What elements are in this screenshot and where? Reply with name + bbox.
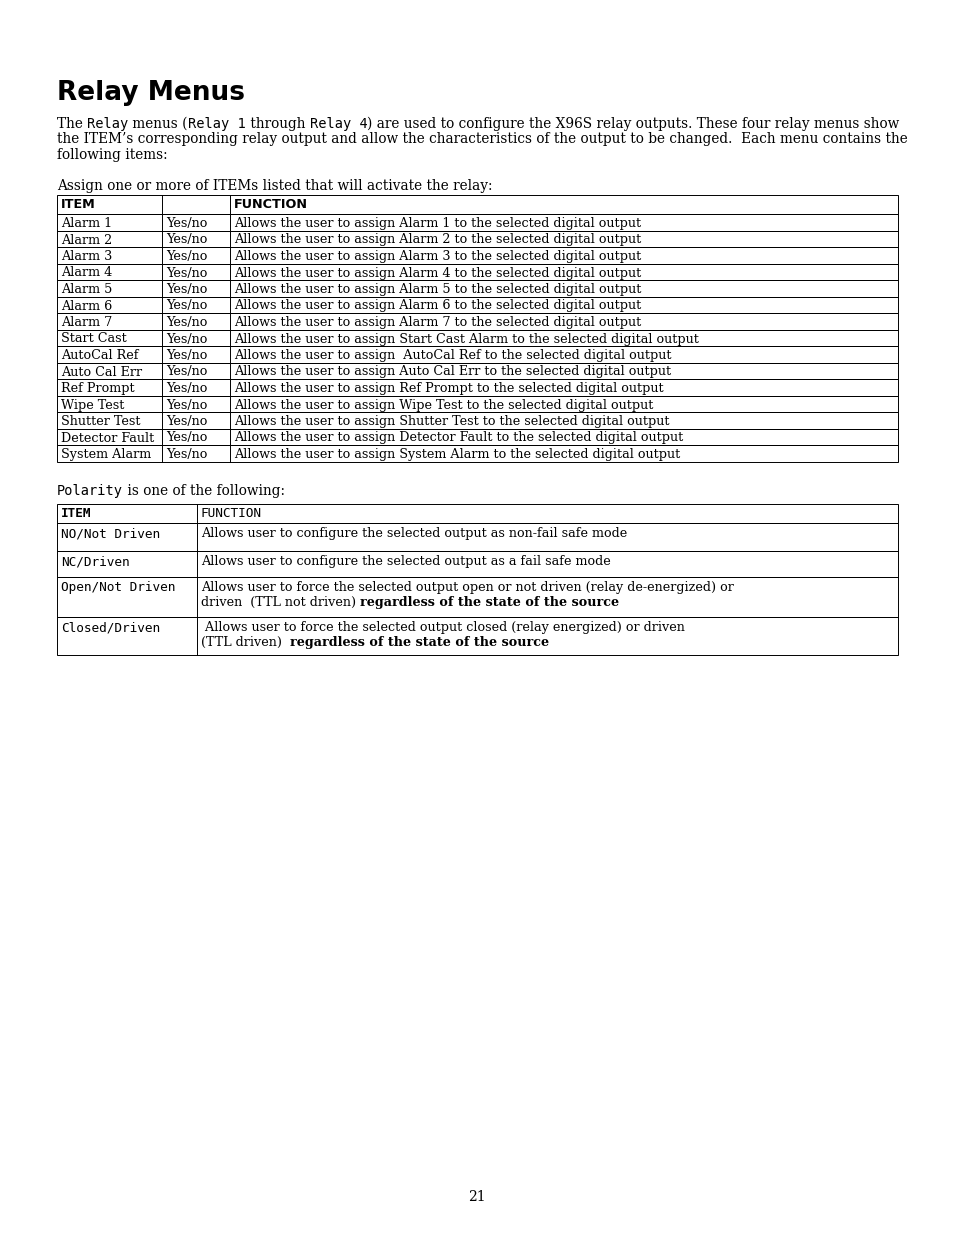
Text: Allows the user to assign Alarm 7 to the selected digital output: Allows the user to assign Alarm 7 to the… (233, 316, 640, 329)
Text: Start Cast: Start Cast (61, 332, 127, 346)
Text: ITEM: ITEM (61, 199, 95, 211)
Text: AutoCal Ref: AutoCal Ref (61, 350, 138, 362)
Bar (57, 522, 897, 551)
Text: Allows the user to assign Alarm 4 to the selected digital output: Allows the user to assign Alarm 4 to the… (233, 267, 640, 279)
Text: Yes/no: Yes/no (166, 399, 207, 411)
Bar (57, 280, 897, 296)
Bar (57, 214, 897, 231)
Bar (57, 296, 897, 312)
Text: Yes/no: Yes/no (166, 332, 207, 346)
Bar (57, 312, 897, 330)
Text: Relay: Relay (87, 117, 129, 131)
Text: Allows user to configure the selected output as non-fail safe mode: Allows user to configure the selected ou… (201, 527, 626, 541)
Bar (57, 363, 897, 379)
Text: Yes/no: Yes/no (166, 382, 207, 395)
Text: Alarm 5: Alarm 5 (61, 283, 112, 296)
Text: Relay 4: Relay 4 (310, 117, 367, 131)
Text: Yes/no: Yes/no (166, 300, 207, 312)
Text: menus (: menus ( (129, 117, 188, 131)
Text: Auto Cal Err: Auto Cal Err (61, 366, 142, 378)
Text: Allows the user to assign  AutoCal Ref to the selected digital output: Allows the user to assign AutoCal Ref to… (233, 350, 671, 362)
Text: ) are used to configure the X96S relay outputs. These four relay menus show: ) are used to configure the X96S relay o… (367, 117, 899, 131)
Text: Alarm 3: Alarm 3 (61, 249, 112, 263)
Text: Ref Prompt: Ref Prompt (61, 382, 134, 395)
Text: Allows the user to assign System Alarm to the selected digital output: Allows the user to assign System Alarm t… (233, 448, 679, 461)
Bar (57, 195, 897, 214)
Bar (57, 429, 897, 445)
Text: NC/Driven: NC/Driven (61, 556, 130, 568)
Bar (57, 551, 897, 577)
Text: The: The (57, 117, 87, 131)
Text: Yes/no: Yes/no (166, 283, 207, 296)
Bar (57, 616, 897, 655)
Text: Open/Not Driven: Open/Not Driven (61, 582, 175, 594)
Text: Relay 1: Relay 1 (188, 117, 246, 131)
Text: Alarm 6: Alarm 6 (61, 300, 112, 312)
Text: Yes/no: Yes/no (166, 316, 207, 329)
Text: Allows the user to assign Alarm 6 to the selected digital output: Allows the user to assign Alarm 6 to the… (233, 300, 640, 312)
Text: 21: 21 (468, 1191, 485, 1204)
Bar (57, 412, 897, 429)
Text: FUNCTION: FUNCTION (233, 199, 308, 211)
Bar (57, 577, 897, 616)
Text: Polarity: Polarity (57, 483, 123, 498)
Text: through: through (246, 117, 310, 131)
Text: the ITEM’s corresponding relay output and allow the characteristics of the outpu: the ITEM’s corresponding relay output an… (57, 132, 907, 147)
Text: NO/Not Driven: NO/Not Driven (61, 527, 160, 541)
Text: Allows the user to assign Auto Cal Err to the selected digital output: Allows the user to assign Auto Cal Err t… (233, 366, 670, 378)
Text: Yes/no: Yes/no (166, 366, 207, 378)
Text: Allows the user to assign Wipe Test to the selected digital output: Allows the user to assign Wipe Test to t… (233, 399, 653, 411)
Text: Allows the user to assign Alarm 5 to the selected digital output: Allows the user to assign Alarm 5 to the… (233, 283, 640, 296)
Text: Yes/no: Yes/no (166, 415, 207, 429)
Text: Yes/no: Yes/no (166, 249, 207, 263)
Text: Allows the user to assign Detector Fault to the selected digital output: Allows the user to assign Detector Fault… (233, 431, 682, 445)
Text: Allows the user to assign Shutter Test to the selected digital output: Allows the user to assign Shutter Test t… (233, 415, 669, 429)
Text: regardless of the state of the source: regardless of the state of the source (290, 636, 549, 650)
Text: Assign one or more of ITEMs listed that will activate the relay:: Assign one or more of ITEMs listed that … (57, 179, 492, 193)
Text: (TTL driven): (TTL driven) (201, 636, 290, 650)
Text: Yes/no: Yes/no (166, 233, 207, 247)
Text: Alarm 1: Alarm 1 (61, 217, 112, 230)
Text: Allows the user to assign Alarm 1 to the selected digital output: Allows the user to assign Alarm 1 to the… (233, 217, 640, 230)
Text: is one of the following:: is one of the following: (123, 483, 285, 498)
Bar (57, 504, 897, 522)
Bar (57, 231, 897, 247)
Text: following items:: following items: (57, 148, 168, 162)
Text: System Alarm: System Alarm (61, 448, 152, 461)
Text: Alarm 2: Alarm 2 (61, 233, 112, 247)
Text: Allows the user to assign Alarm 3 to the selected digital output: Allows the user to assign Alarm 3 to the… (233, 249, 640, 263)
Text: FUNCTION: FUNCTION (201, 508, 262, 520)
Bar (57, 247, 897, 263)
Text: Wipe Test: Wipe Test (61, 399, 124, 411)
Text: Yes/no: Yes/no (166, 448, 207, 461)
Text: Shutter Test: Shutter Test (61, 415, 140, 429)
Text: Allows the user to assign Ref Prompt to the selected digital output: Allows the user to assign Ref Prompt to … (233, 382, 663, 395)
Text: Detector Fault: Detector Fault (61, 431, 154, 445)
Text: Allows user to force the selected output open or not driven (relay de-energized): Allows user to force the selected output… (201, 582, 733, 594)
Bar (57, 346, 897, 363)
Text: Allows the user to assign Start Cast Alarm to the selected digital output: Allows the user to assign Start Cast Ala… (233, 332, 699, 346)
Text: regardless of the state of the source: regardless of the state of the source (359, 597, 618, 609)
Bar (57, 263, 897, 280)
Bar (57, 395, 897, 412)
Bar (57, 445, 897, 462)
Text: Allows the user to assign Alarm 2 to the selected digital output: Allows the user to assign Alarm 2 to the… (233, 233, 640, 247)
Text: Closed/Driven: Closed/Driven (61, 621, 160, 635)
Bar (57, 379, 897, 395)
Bar (57, 330, 897, 346)
Text: Alarm 4: Alarm 4 (61, 267, 112, 279)
Text: Alarm 7: Alarm 7 (61, 316, 112, 329)
Text: ITEM: ITEM (61, 508, 91, 520)
Text: Yes/no: Yes/no (166, 217, 207, 230)
Text: Yes/no: Yes/no (166, 267, 207, 279)
Text: Relay Menus: Relay Menus (57, 80, 245, 106)
Text: Allows user to force the selected output closed (relay energized) or driven: Allows user to force the selected output… (201, 621, 684, 635)
Text: Yes/no: Yes/no (166, 350, 207, 362)
Text: Allows user to configure the selected output as a fail safe mode: Allows user to configure the selected ou… (201, 556, 610, 568)
Text: Yes/no: Yes/no (166, 431, 207, 445)
Text: driven  (TTL not driven): driven (TTL not driven) (201, 597, 359, 609)
